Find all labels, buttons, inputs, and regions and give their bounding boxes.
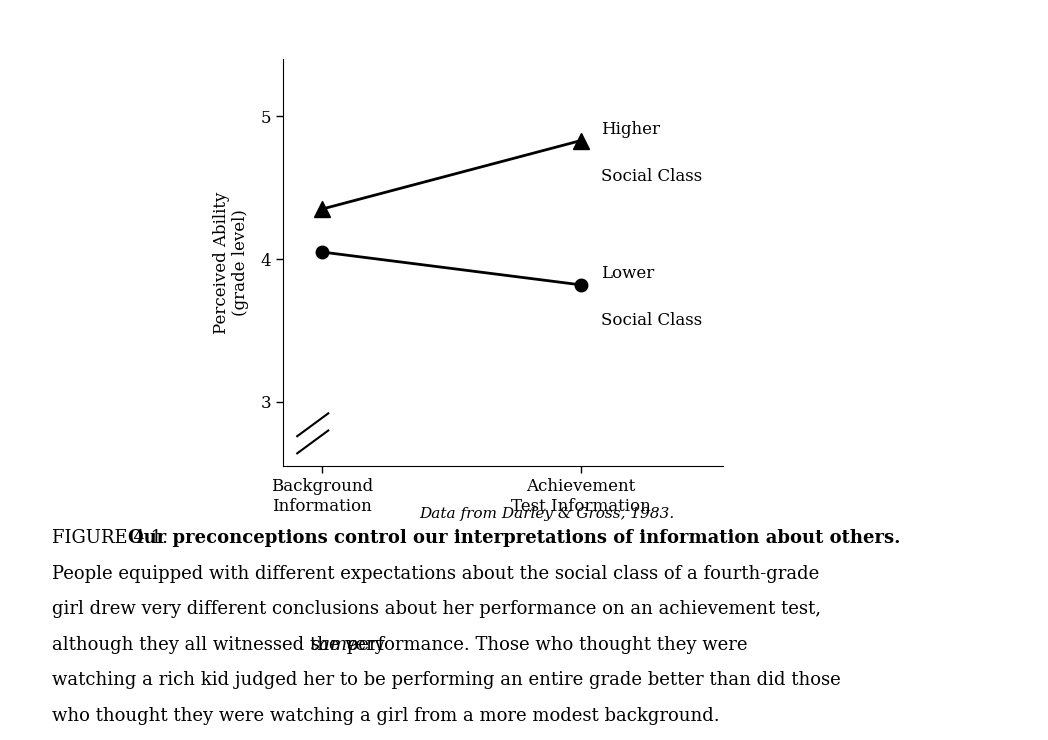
Text: Social Class: Social Class [602,168,702,185]
Text: Our preconceptions control our interpretations of information about others.: Our preconceptions control our interpret… [128,529,900,547]
Y-axis label: Perceived Ability
(grade level): Perceived Ability (grade level) [213,192,249,334]
Text: girl drew very different conclusions about her performance on an achievement tes: girl drew very different conclusions abo… [52,600,822,618]
Text: People equipped with different expectations about the social class of a fourth-g: People equipped with different expectati… [52,565,820,582]
Text: Social Class: Social Class [602,312,702,329]
Text: Lower: Lower [602,265,655,282]
Text: although they all witnessed the very: although they all witnessed the very [52,636,391,653]
Text: who thought they were watching a girl from a more modest background.: who thought they were watching a girl fr… [52,707,720,724]
Text: Data from Darley & Gross, 1983.: Data from Darley & Gross, 1983. [419,507,675,521]
Text: performance. Those who thought they were: performance. Those who thought they were [341,636,747,653]
Text: Higher: Higher [602,121,660,138]
Text: same: same [311,636,359,653]
Text: watching a rich kid judged her to be performing an entire grade better than did : watching a rich kid judged her to be per… [52,671,842,689]
Text: FIGURE 4.1.: FIGURE 4.1. [52,529,187,547]
